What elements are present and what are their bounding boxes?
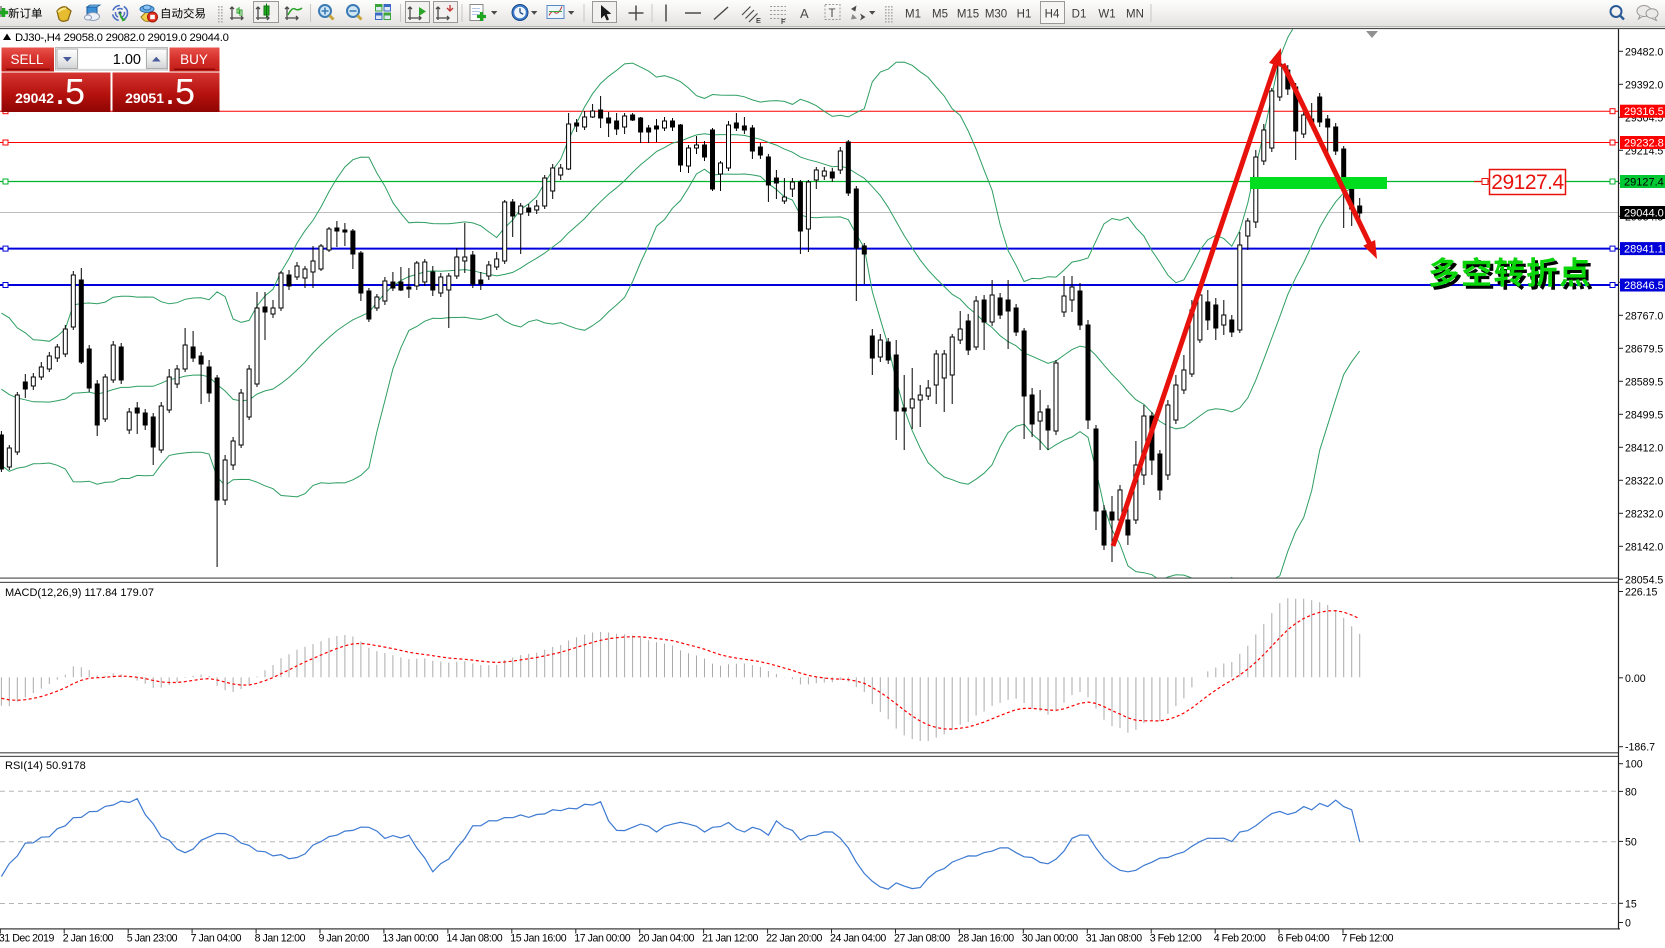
svg-text:21 Jan 12:00: 21 Jan 12:00: [702, 933, 758, 945]
svg-text:22 Jan 20:00: 22 Jan 20:00: [766, 933, 822, 945]
svg-text:29392.0: 29392.0: [1625, 79, 1663, 91]
svg-text:24 Jan 04:00: 24 Jan 04:00: [830, 933, 886, 945]
svg-text:28941.1: 28941.1: [1624, 244, 1664, 256]
svg-text:28767.0: 28767.0: [1625, 310, 1663, 322]
svg-text:17 Jan 00:00: 17 Jan 00:00: [574, 933, 630, 945]
svg-text:1.00: 1.00: [113, 52, 141, 68]
svg-text:H4: H4: [1045, 9, 1060, 21]
svg-text:D1: D1: [1072, 9, 1087, 21]
svg-text:DJ30-,H4 29058.0 29082.0 2901: DJ30-,H4 29058.0 29082.0 29019.0 29044.0: [15, 32, 229, 44]
svg-text:29232.8: 29232.8: [1624, 138, 1664, 150]
svg-text:29042: 29042: [15, 90, 54, 106]
svg-text:226.15: 226.15: [1625, 587, 1658, 599]
svg-text:28142.0: 28142.0: [1625, 541, 1663, 553]
svg-text:20 Jan 04:00: 20 Jan 04:00: [638, 933, 694, 945]
svg-text:28322.0: 28322.0: [1625, 475, 1663, 487]
svg-text:28 Jan 16:00: 28 Jan 16:00: [958, 933, 1014, 945]
svg-text:RSI(14) 50.9178: RSI(14) 50.9178: [5, 760, 86, 772]
svg-text:.5: .5: [55, 71, 85, 112]
svg-text:29127.4: 29127.4: [1624, 177, 1664, 189]
svg-text:M15: M15: [957, 9, 979, 21]
svg-text:15: 15: [1625, 898, 1637, 910]
svg-text:3 Feb 12:00: 3 Feb 12:00: [1150, 933, 1202, 945]
svg-text:29482.0: 29482.0: [1625, 46, 1663, 58]
svg-text:MACD(12,26,9) 117.84 179.07: MACD(12,26,9) 117.84 179.07: [5, 587, 154, 599]
svg-text:100: 100: [1625, 759, 1643, 771]
svg-text:28412.0: 28412.0: [1625, 442, 1663, 454]
svg-text:80: 80: [1625, 786, 1637, 798]
svg-text:13 Jan 00:00: 13 Jan 00:00: [382, 933, 438, 945]
svg-text:H1: H1: [1017, 9, 1032, 21]
svg-text:M5: M5: [932, 9, 948, 21]
svg-text:28589.5: 28589.5: [1625, 376, 1663, 388]
svg-text:8 Jan 12:00: 8 Jan 12:00: [255, 933, 306, 945]
svg-text:28499.5: 28499.5: [1625, 409, 1663, 421]
svg-text:14 Jan 08:00: 14 Jan 08:00: [446, 933, 502, 945]
svg-text:30 Jan 00:00: 30 Jan 00:00: [1022, 933, 1078, 945]
svg-text:15 Jan 16:00: 15 Jan 16:00: [510, 933, 566, 945]
svg-text:28232.0: 28232.0: [1625, 508, 1663, 520]
svg-text:28846.5: 28846.5: [1624, 280, 1664, 292]
svg-text:A: A: [800, 6, 809, 21]
svg-text:MN: MN: [1126, 9, 1144, 21]
svg-text:28679.5: 28679.5: [1625, 343, 1663, 355]
svg-text:29127.4: 29127.4: [1491, 171, 1564, 194]
svg-text:7 Jan 04:00: 7 Jan 04:00: [191, 933, 242, 945]
svg-text:6 Feb 04:00: 6 Feb 04:00: [1278, 933, 1330, 945]
svg-text:29044.0: 29044.0: [1624, 208, 1664, 220]
svg-text:M1: M1: [905, 9, 921, 21]
svg-text:31 Dec 2019: 31 Dec 2019: [0, 933, 54, 945]
svg-text:5 Jan 23:00: 5 Jan 23:00: [127, 933, 178, 945]
svg-text:SELL: SELL: [10, 52, 44, 67]
svg-text:BUY: BUY: [180, 52, 208, 67]
svg-text:9 Jan 20:00: 9 Jan 20:00: [319, 933, 370, 945]
svg-text:50: 50: [1625, 836, 1637, 848]
svg-text:27 Jan 08:00: 27 Jan 08:00: [894, 933, 950, 945]
svg-text:28054.5: 28054.5: [1625, 574, 1663, 586]
svg-text:W1: W1: [1098, 9, 1115, 21]
svg-text:29316.5: 29316.5: [1624, 106, 1664, 118]
svg-text:4 Feb 20:00: 4 Feb 20:00: [1214, 933, 1266, 945]
svg-text:T: T: [829, 8, 836, 20]
svg-text:31 Jan 08:00: 31 Jan 08:00: [1086, 933, 1142, 945]
svg-text:0.00: 0.00: [1625, 673, 1646, 685]
svg-text:-186.7: -186.7: [1625, 742, 1655, 754]
svg-text:0: 0: [1625, 918, 1631, 930]
svg-text:29051: 29051: [125, 90, 164, 106]
svg-text:F: F: [781, 17, 786, 26]
svg-text:E: E: [756, 16, 761, 25]
svg-text:M30: M30: [985, 9, 1007, 21]
svg-text:2 Jan 16:00: 2 Jan 16:00: [63, 933, 114, 945]
svg-text:7 Feb 12:00: 7 Feb 12:00: [1342, 933, 1394, 945]
svg-text:.5: .5: [165, 71, 195, 112]
